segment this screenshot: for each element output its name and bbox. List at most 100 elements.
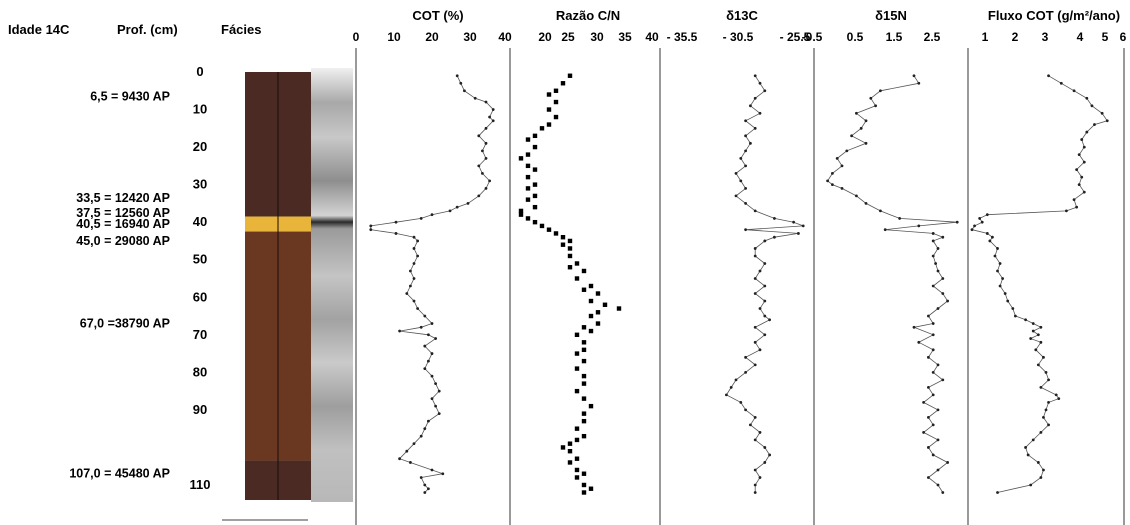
data-point xyxy=(473,96,477,100)
data-point xyxy=(1047,400,1050,404)
data-point xyxy=(602,302,608,307)
data-point xyxy=(912,325,916,329)
series-line xyxy=(725,75,804,493)
data-point xyxy=(744,164,747,168)
data-point xyxy=(553,99,559,105)
data-point xyxy=(744,186,747,190)
data-point xyxy=(936,438,940,442)
data-point xyxy=(574,467,580,473)
data-point xyxy=(840,186,844,190)
data-point xyxy=(553,88,559,93)
data-point xyxy=(879,89,882,93)
data-point xyxy=(567,441,573,446)
data-point xyxy=(412,247,416,250)
data-point xyxy=(1057,397,1061,401)
data-point xyxy=(434,337,437,340)
data-point xyxy=(553,114,559,120)
data-point xyxy=(941,235,945,239)
data-point xyxy=(518,212,524,217)
data-point xyxy=(423,344,427,348)
data-point xyxy=(927,476,930,479)
data-point xyxy=(1031,322,1035,325)
data-point xyxy=(1029,337,1033,340)
panel-3: δ13C - 35.5 - 30.5 - 25.5 xyxy=(659,8,811,525)
data-point xyxy=(845,149,849,153)
data-point xyxy=(946,461,949,464)
x-tick-label: 30 xyxy=(463,30,477,44)
x-tick-label: 6 xyxy=(1120,30,1127,44)
data-point xyxy=(532,167,538,172)
data-point xyxy=(574,332,580,338)
x-tick-label: - 30.5 xyxy=(723,30,754,44)
data-point xyxy=(394,232,398,235)
data-point xyxy=(744,202,747,205)
x-tick-label: 25 xyxy=(561,30,575,44)
panel-title: δ15N xyxy=(875,8,907,23)
data-point xyxy=(931,453,935,457)
data-point xyxy=(518,208,524,214)
data-point xyxy=(927,385,930,389)
data-point xyxy=(922,431,925,434)
data-point xyxy=(763,262,767,265)
data-point xyxy=(581,268,587,274)
x-tick-label: 20 xyxy=(538,30,552,44)
data-point xyxy=(574,351,580,356)
data-point xyxy=(941,378,945,382)
data-point xyxy=(430,397,434,401)
data-point xyxy=(1039,431,1043,434)
data-point xyxy=(758,431,762,434)
data-point xyxy=(419,434,423,438)
data-point xyxy=(574,276,580,281)
data-point xyxy=(998,262,1002,265)
data-point xyxy=(581,411,587,416)
data-point xyxy=(996,247,999,250)
data-point xyxy=(826,179,829,183)
data-point xyxy=(927,314,930,318)
age-header: Idade 14C xyxy=(8,22,70,37)
data-point xyxy=(864,119,868,123)
depth-tick-label: 40 xyxy=(193,214,207,229)
data-point xyxy=(369,228,373,232)
data-point xyxy=(412,277,416,280)
data-point xyxy=(427,487,430,491)
data-point xyxy=(581,471,587,476)
data-point xyxy=(595,321,601,326)
panel-5: Fluxo COT (g/m²/ano) 1 2 3 4 5 6 xyxy=(967,8,1127,525)
data-point xyxy=(567,253,573,259)
data-point xyxy=(581,418,587,424)
core-photo xyxy=(311,68,353,502)
data-point xyxy=(430,352,434,355)
data-point xyxy=(567,265,573,270)
data-point xyxy=(484,100,488,104)
data-point xyxy=(423,427,427,431)
data-point xyxy=(749,104,752,108)
data-point xyxy=(427,359,430,363)
data-point xyxy=(532,133,538,139)
panel-4: δ15N -0.5 0.5 1.5 2.5 xyxy=(802,8,959,525)
data-point xyxy=(931,284,935,288)
data-point xyxy=(725,393,728,397)
data-point xyxy=(560,234,566,240)
data-point xyxy=(398,457,401,461)
data-point xyxy=(831,171,834,175)
data-point xyxy=(567,238,573,244)
data-point xyxy=(1011,307,1015,310)
data-point xyxy=(574,437,580,443)
data-point xyxy=(546,92,552,97)
data-point xyxy=(744,408,747,412)
x-tick-label: 2 xyxy=(1012,30,1019,44)
x-tick-label: 40 xyxy=(645,30,659,44)
data-point xyxy=(1090,104,1094,108)
data-point xyxy=(1047,74,1050,78)
data-point xyxy=(955,220,959,224)
data-point xyxy=(985,232,989,235)
data-point xyxy=(758,81,762,85)
data-point xyxy=(581,433,587,439)
data-point xyxy=(409,269,412,273)
data-point xyxy=(978,217,982,220)
data-point xyxy=(934,262,937,265)
data-point xyxy=(936,468,940,472)
depth-tick-label: 30 xyxy=(193,177,207,192)
data-point xyxy=(917,81,921,85)
